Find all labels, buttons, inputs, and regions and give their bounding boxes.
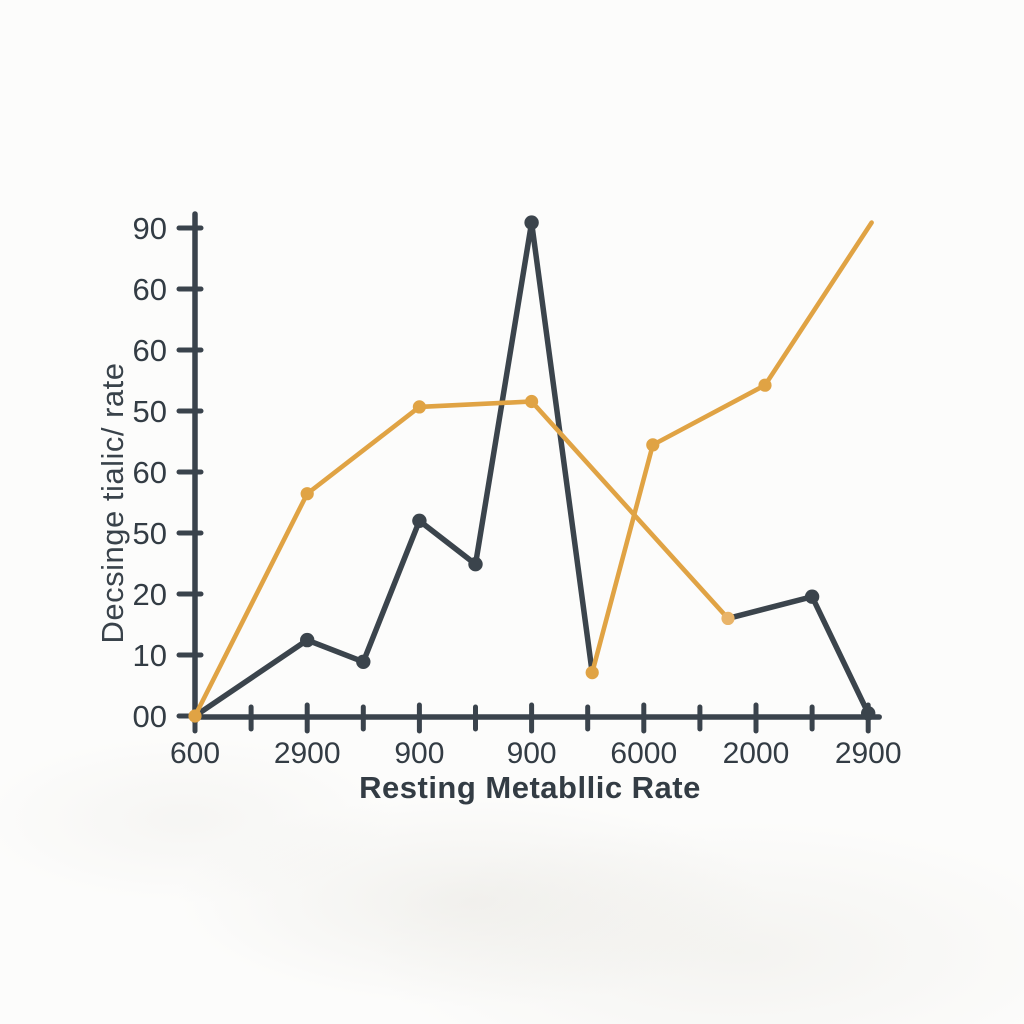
charcoal-segment-b-line xyxy=(725,593,871,717)
x-tick-label: 2900 xyxy=(274,737,341,770)
y-axis-title: Decsinge tialic/ rate xyxy=(95,362,130,644)
charcoal-segment-a-point xyxy=(300,632,315,648)
y-tick-label: 60 xyxy=(133,272,167,307)
amber-segment-a-point xyxy=(188,709,202,723)
y-tick-label: 50 xyxy=(133,394,167,429)
charcoal-segment-a-point xyxy=(356,654,371,669)
y-tick-label: 60 xyxy=(133,333,167,368)
y-tick-label: 90 xyxy=(133,211,167,246)
x-tick-label: 900 xyxy=(394,737,444,770)
x-axis-title: Resting Metabllic Rate xyxy=(359,770,701,805)
y-tick-label: 10 xyxy=(133,638,167,673)
amber-segment-a-point xyxy=(525,394,539,409)
charcoal-segment-b-point xyxy=(861,706,876,721)
amber-segment-a-point xyxy=(412,400,426,414)
amber-segment-b-point xyxy=(585,666,599,680)
y-tick-label: 20 xyxy=(133,577,167,612)
amber-segment-a-point xyxy=(300,487,314,501)
amber-segment-b-line xyxy=(589,220,874,675)
x-tick-label: 2900 xyxy=(835,737,902,770)
x-tick-label: 6000 xyxy=(610,737,677,770)
charcoal-segment-a-point xyxy=(468,557,483,572)
charcoal-segment-a-line xyxy=(192,222,595,719)
charcoal-segment-a-point xyxy=(412,513,427,528)
x-tick-label: 2000 xyxy=(723,737,790,770)
charcoal-segment-b-point xyxy=(804,589,820,604)
y-tick-label: 50 xyxy=(133,516,167,551)
charcoal-segment-a-point xyxy=(524,215,539,230)
y-tick-label: 60 xyxy=(133,455,167,490)
y-tick-label: 00 xyxy=(133,699,167,734)
x-tick-label: 900 xyxy=(507,737,557,770)
amber-segment-b-point xyxy=(758,378,772,392)
amber-segment-b-point xyxy=(646,438,660,452)
x-tick-label: 600 xyxy=(170,737,220,770)
amber-segment-a-point xyxy=(721,611,735,626)
